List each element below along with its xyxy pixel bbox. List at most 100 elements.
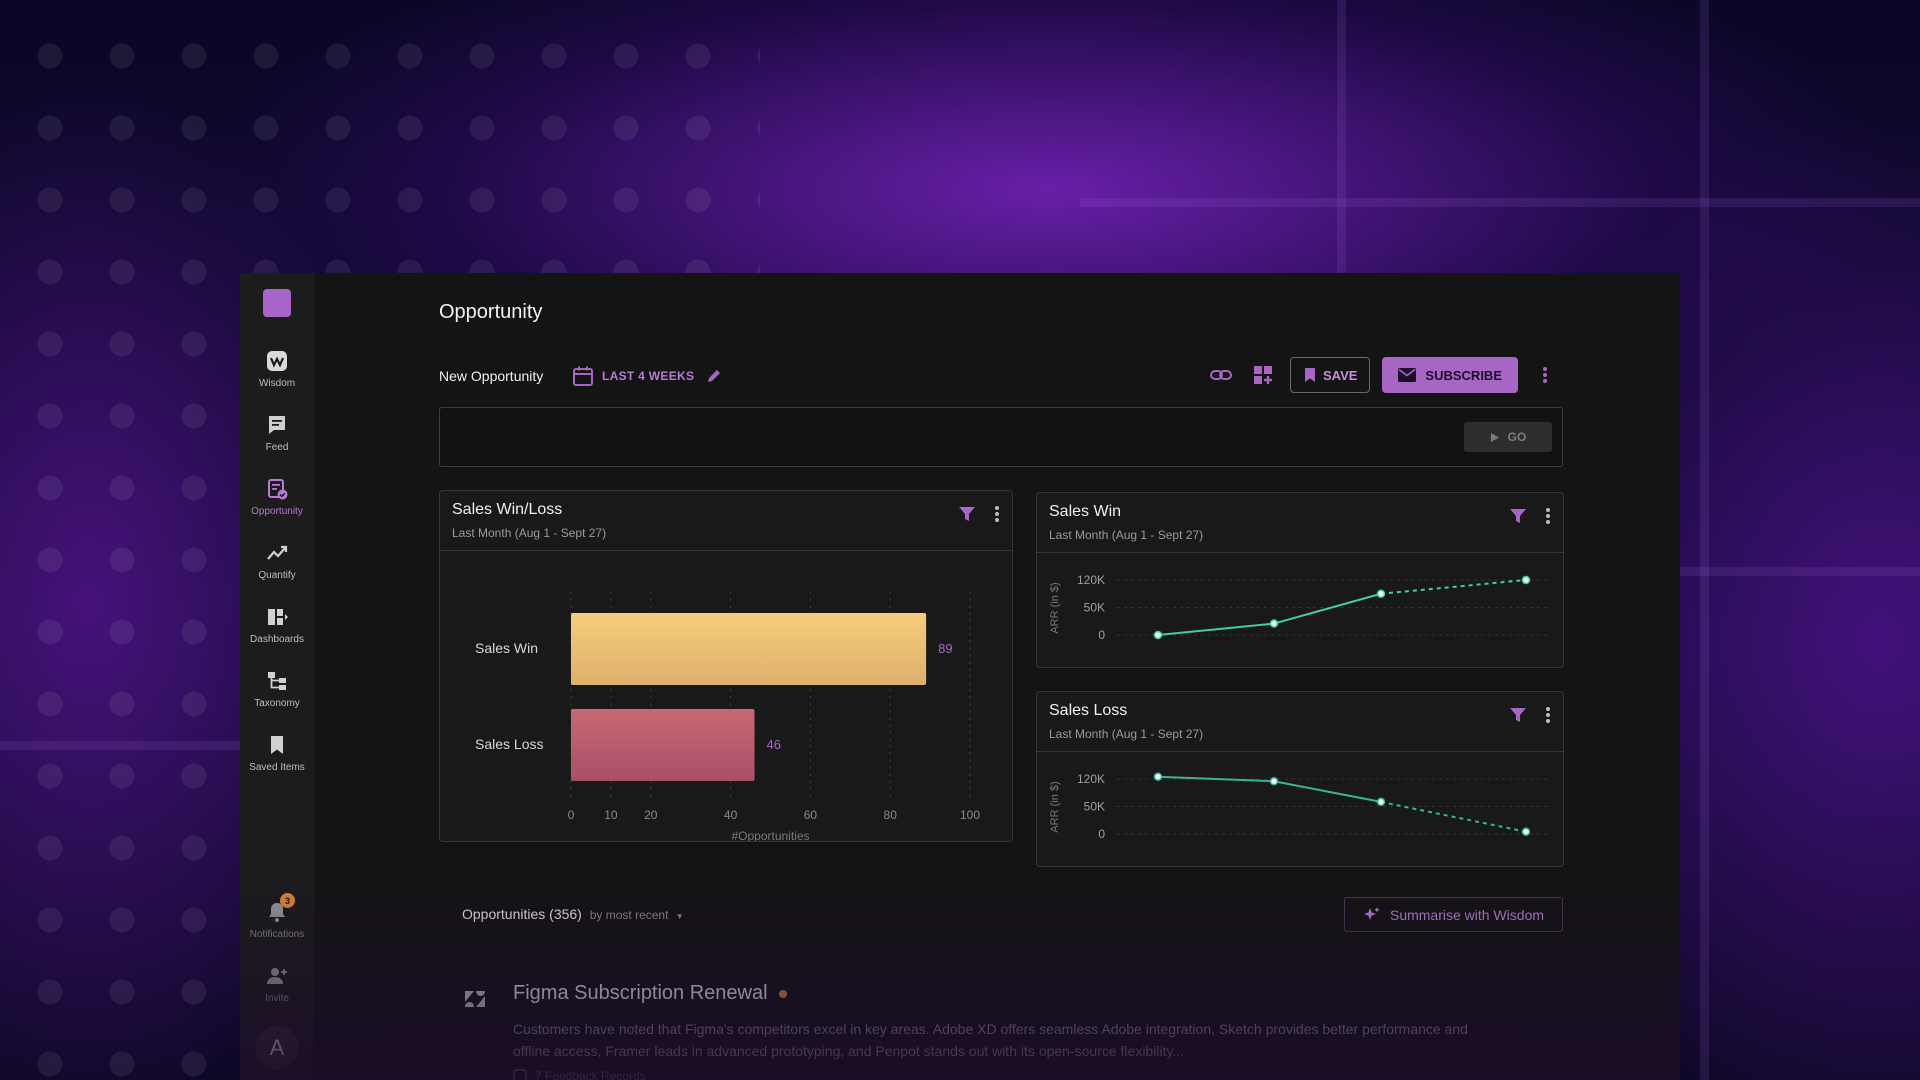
sidebar-item-feed[interactable]: Feed: [240, 414, 314, 453]
feedback-records[interactable]: 7 Feedback Records: [513, 1069, 646, 1080]
go-button[interactable]: GO: [1464, 422, 1552, 452]
subscribe-button[interactable]: SUBSCRIBE: [1382, 357, 1518, 393]
x-tick-label: 10: [604, 808, 618, 822]
sidebar-item-notifications[interactable]: 3 Notifications: [240, 893, 314, 940]
more-vertical-icon[interactable]: [994, 505, 1000, 523]
sidebar-item-quantify[interactable]: Quantify: [240, 542, 314, 581]
x-tick-label: 100: [960, 808, 980, 822]
summarise-with-wisdom-button[interactable]: Summarise with Wisdom: [1344, 897, 1563, 932]
sidebar-item-label: Dashboards: [250, 634, 304, 645]
more-vertical-icon[interactable]: [1545, 507, 1551, 525]
list-item-title[interactable]: Figma Subscription Renewal: [513, 982, 787, 1005]
x-axis-label: #Opportunities: [731, 829, 809, 841]
opportunity-title[interactable]: Figma Subscription Renewal: [513, 982, 768, 1004]
date-range-picker[interactable]: LAST 4 WEEKS: [572, 365, 722, 387]
sidebar-item-dashboards[interactable]: Dashboards: [240, 606, 314, 645]
data-point: [1376, 589, 1386, 598]
sidebar: Wisdom Feed Opportunity Quantify Dashboa…: [240, 273, 314, 1080]
sidebar-item-label: Notifications: [249, 929, 305, 940]
filter-icon[interactable]: [958, 505, 976, 523]
data-point: [1521, 575, 1531, 585]
card-subtitle: Last Month (Aug 1 - Sept 27): [1049, 727, 1204, 741]
y-tick-label: 0: [1098, 827, 1105, 841]
y-tick-label: 120K: [1077, 772, 1105, 786]
sidebar-item-label: Wisdom: [258, 378, 296, 389]
background-grid-line: [0, 741, 240, 750]
trend-icon: [267, 545, 288, 560]
zendesk-icon: [460, 984, 490, 1014]
card-header: Sales Loss Last Month (Aug 1 - Sept 27): [1037, 692, 1563, 752]
card-title: Sales Win/Loss: [452, 501, 563, 518]
background-grid-line: [1080, 198, 1920, 207]
play-icon: [1490, 432, 1499, 442]
sidebar-item-invite[interactable]: Invite: [240, 965, 314, 1004]
card-actions: [958, 505, 1000, 523]
calendar-icon: [573, 366, 593, 386]
series-line: [1157, 592, 1382, 636]
card-header: Sales Win Last Month (Aug 1 - Sept 27): [1037, 493, 1563, 553]
sidebar-item-taxonomy[interactable]: Taxonomy: [240, 670, 314, 709]
sidebar-item-saved-items[interactable]: Saved Items: [240, 734, 314, 773]
sales-win-chart-card: Sales Win Last Month (Aug 1 - Sept 27) 1…: [1036, 492, 1564, 668]
data-label: 89: [938, 641, 952, 656]
document-icon: [513, 1069, 527, 1080]
x-tick-label: 40: [724, 808, 738, 822]
breadcrumb[interactable]: New Opportunity: [439, 368, 544, 384]
taxonomy-icon: [268, 672, 286, 690]
app-logo[interactable]: [263, 289, 291, 317]
series-line: [1157, 775, 1382, 803]
data-point: [1153, 630, 1163, 640]
y-tick-label: 120K: [1077, 573, 1105, 587]
card-title: Sales Win: [1049, 503, 1122, 520]
copy-link-button[interactable]: [1206, 360, 1236, 390]
pencil-icon[interactable]: [706, 368, 722, 384]
filter-icon[interactable]: [1509, 706, 1527, 724]
more-vertical-icon[interactable]: [1545, 706, 1551, 724]
data-point: [1269, 777, 1279, 786]
x-tick-label: 0: [568, 808, 575, 822]
card-actions: [1509, 706, 1551, 724]
x-tick-label: 20: [644, 808, 658, 822]
dashboards-icon: [268, 609, 288, 625]
data-point: [1376, 797, 1386, 807]
card-header: Sales Win/Loss Last Month (Aug 1 - Sept …: [440, 491, 1012, 551]
feedback-records-label: 7 Feedback Records: [535, 1069, 646, 1080]
add-user-icon: [267, 968, 287, 984]
category-label: Sales Loss: [475, 736, 543, 752]
sidebar-item-label: Opportunity: [251, 506, 303, 517]
save-button[interactable]: SAVE: [1289, 357, 1371, 393]
series-line-projected: [1380, 579, 1527, 595]
more-options-button[interactable]: [1530, 360, 1560, 390]
card-title: Sales Loss: [1049, 702, 1128, 719]
category-label: Sales Win: [475, 640, 538, 656]
query-input[interactable]: GO: [439, 407, 1563, 467]
filter-icon[interactable]: [1509, 507, 1527, 525]
mail-icon: [1398, 368, 1417, 382]
avatar[interactable]: A: [255, 1026, 299, 1070]
data-point: [1153, 772, 1163, 781]
sidebar-item-wisdom[interactable]: Wisdom: [240, 350, 314, 389]
opportunity-icon: [268, 479, 288, 500]
bookmark-icon: [1304, 368, 1315, 382]
background-grid-line: [1680, 567, 1920, 576]
y-axis-label: ARR (in $): [1049, 781, 1061, 832]
go-button-label: GO: [1507, 430, 1527, 444]
y-tick-label: 0: [1098, 628, 1105, 642]
card-actions: [1509, 507, 1551, 525]
opportunities-heading: Opportunities (356) by most recent ▼: [462, 906, 684, 922]
data-point: [1269, 619, 1279, 628]
wisdom-icon: [267, 351, 287, 371]
winloss-bar-chart: 0 10 20 40 60 80 100 #Opportunities Sales Win 89 S…: [475, 591, 980, 841]
bar: [571, 709, 755, 781]
add-widget-button[interactable]: [1248, 360, 1278, 390]
winloss-chart-card: Sales Win/Loss Last Month (Aug 1 - Sept …: [439, 490, 1013, 842]
sidebar-item-label: Feed: [265, 442, 289, 453]
sort-dropdown[interactable]: by most recent ▼: [590, 908, 684, 922]
sidebar-item-opportunity[interactable]: Opportunity: [240, 478, 314, 517]
opportunities-count: Opportunities (356): [462, 906, 582, 922]
x-tick-label: 80: [884, 808, 898, 822]
caret-down-icon: ▼: [675, 912, 684, 921]
notification-badge: 3: [280, 893, 295, 908]
summarise-label: Summarise with Wisdom: [1389, 906, 1545, 923]
card-subtitle: Last Month (Aug 1 - Sept 27): [452, 526, 607, 540]
